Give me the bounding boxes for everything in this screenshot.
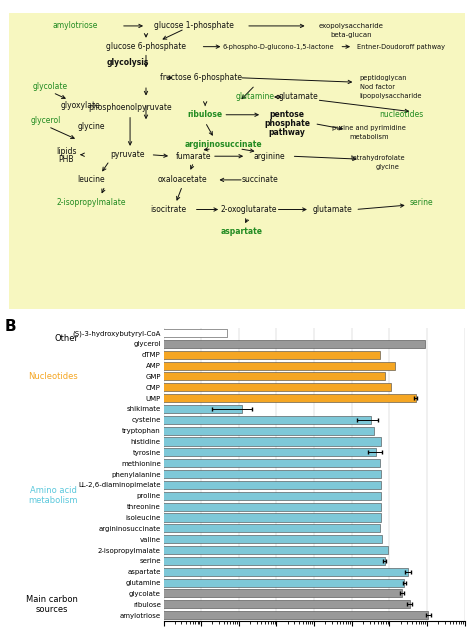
Text: glucose 6-phosphate: glucose 6-phosphate bbox=[106, 42, 186, 51]
Text: PHB: PHB bbox=[59, 155, 74, 164]
Text: tetrahydrofolate: tetrahydrofolate bbox=[351, 155, 405, 161]
Text: Entner-Doudoroff pathway: Entner-Doudoroff pathway bbox=[357, 43, 445, 50]
Bar bbox=[0, 491, 382, 500]
Text: succinate: succinate bbox=[241, 175, 278, 185]
Bar bbox=[0, 437, 381, 445]
Text: Amino acid
metabolism: Amino acid metabolism bbox=[29, 486, 78, 505]
Bar bbox=[0, 427, 374, 435]
Bar bbox=[0, 340, 425, 348]
Text: oxaloacetate: oxaloacetate bbox=[157, 175, 207, 185]
Bar bbox=[0, 557, 384, 565]
Text: glycine: glycine bbox=[375, 164, 399, 169]
Text: pathway: pathway bbox=[269, 128, 305, 137]
Text: fumarate: fumarate bbox=[176, 152, 211, 161]
Bar bbox=[0, 383, 391, 391]
Bar bbox=[0, 503, 382, 511]
Bar bbox=[0, 600, 410, 609]
Text: argininosuccinate: argininosuccinate bbox=[184, 140, 262, 149]
Bar bbox=[0, 372, 384, 381]
Text: purine and pyrimidine: purine and pyrimidine bbox=[332, 125, 406, 131]
Text: glycine: glycine bbox=[78, 122, 105, 131]
Text: serine: serine bbox=[410, 198, 433, 207]
Bar bbox=[0, 481, 381, 489]
Text: metabolism: metabolism bbox=[349, 134, 389, 140]
Bar bbox=[0, 470, 381, 478]
Text: 6-phospho-D-glucono-1,5-lactone: 6-phospho-D-glucono-1,5-lactone bbox=[222, 43, 334, 50]
Text: B: B bbox=[5, 319, 17, 335]
Text: fructose 6-phosphate: fructose 6-phosphate bbox=[160, 73, 242, 83]
Text: peptidoglycan: peptidoglycan bbox=[360, 75, 407, 81]
Text: Other: Other bbox=[54, 334, 78, 343]
Text: pyruvate: pyruvate bbox=[110, 150, 145, 159]
Text: glucose 1-phosphate: glucose 1-phosphate bbox=[154, 21, 234, 30]
Text: exopolysaccharide: exopolysaccharide bbox=[319, 23, 383, 29]
Bar bbox=[0, 568, 408, 576]
Text: glycolysis: glycolysis bbox=[107, 59, 149, 67]
Text: lipids: lipids bbox=[56, 147, 77, 156]
Text: ribulose: ribulose bbox=[188, 110, 223, 119]
Bar bbox=[0, 611, 428, 619]
Text: isocitrate: isocitrate bbox=[151, 205, 187, 214]
Text: 2-oxoglutarate: 2-oxoglutarate bbox=[220, 205, 277, 214]
Bar bbox=[0, 449, 376, 457]
Bar bbox=[0, 351, 380, 359]
Text: nucleotides: nucleotides bbox=[379, 110, 424, 119]
Bar bbox=[0, 362, 395, 370]
Text: phosphate: phosphate bbox=[264, 119, 310, 128]
Text: glutamate: glutamate bbox=[313, 205, 353, 214]
Text: glyoxylate: glyoxylate bbox=[60, 101, 100, 110]
Text: arginine: arginine bbox=[253, 152, 285, 161]
Text: glycolate: glycolate bbox=[33, 82, 68, 91]
Text: Main carbon
sources: Main carbon sources bbox=[27, 595, 78, 614]
Text: 2-isopropylmalate: 2-isopropylmalate bbox=[56, 198, 126, 207]
Bar bbox=[0, 513, 382, 522]
Bar bbox=[0, 329, 228, 337]
Bar bbox=[0, 394, 416, 402]
Text: aspartate: aspartate bbox=[220, 227, 263, 236]
Text: glycerol: glycerol bbox=[31, 116, 61, 125]
Text: pentose: pentose bbox=[270, 110, 305, 119]
Bar bbox=[0, 405, 242, 413]
Text: phosphoenolpyruvate: phosphoenolpyruvate bbox=[88, 103, 172, 112]
Bar bbox=[0, 535, 382, 543]
Text: glutamine: glutamine bbox=[236, 93, 275, 101]
Text: Nod factor: Nod factor bbox=[360, 84, 395, 89]
Bar bbox=[0, 546, 388, 554]
Bar bbox=[0, 524, 380, 532]
FancyBboxPatch shape bbox=[0, 7, 474, 318]
Text: lipopolysaccharide: lipopolysaccharide bbox=[360, 93, 422, 98]
Bar bbox=[0, 416, 371, 424]
Text: amylotriose: amylotriose bbox=[53, 21, 98, 30]
Text: leucine: leucine bbox=[78, 175, 105, 185]
Bar bbox=[0, 578, 404, 587]
Bar bbox=[0, 589, 402, 597]
Text: beta-glucan: beta-glucan bbox=[330, 32, 372, 38]
Text: Nucleotides: Nucleotides bbox=[28, 372, 78, 381]
Bar bbox=[0, 459, 380, 467]
Text: glutamate: glutamate bbox=[279, 93, 319, 101]
